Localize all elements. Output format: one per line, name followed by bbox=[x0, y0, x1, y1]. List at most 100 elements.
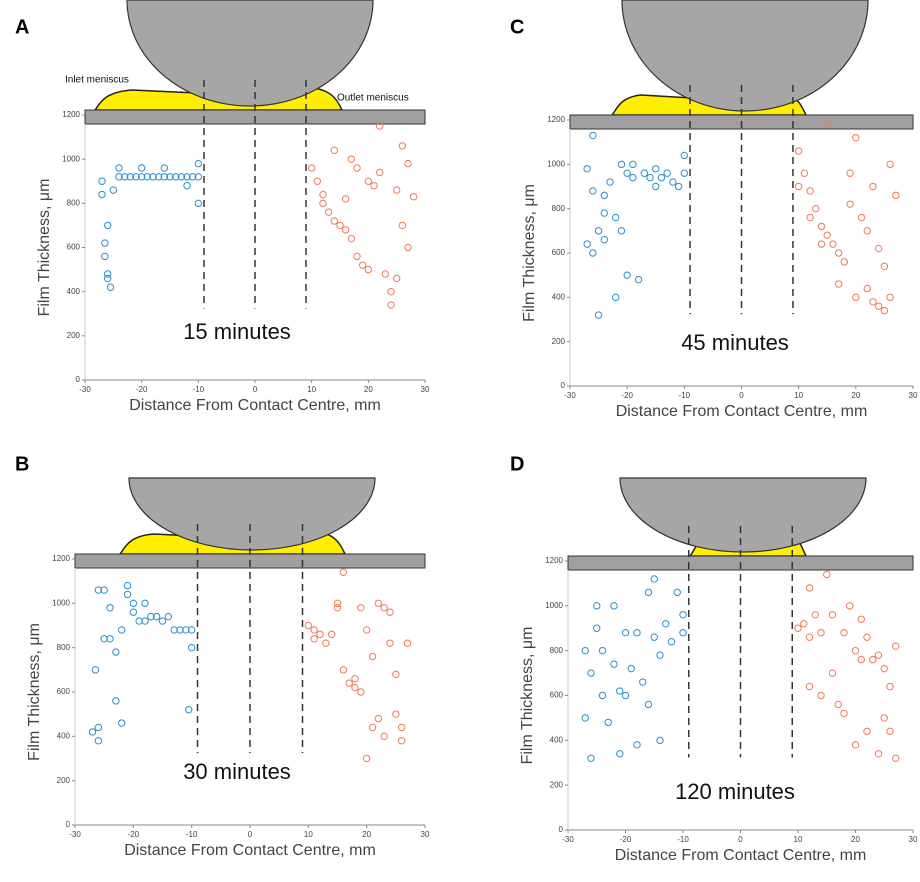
point bbox=[351, 683, 359, 692]
point bbox=[112, 648, 120, 656]
y-tick-label: 1200 bbox=[545, 556, 563, 565]
y-tick-label: 0 bbox=[559, 825, 564, 834]
x-tick-label: 20 bbox=[364, 385, 373, 394]
point bbox=[589, 131, 597, 140]
point bbox=[109, 186, 118, 194]
point bbox=[652, 182, 660, 191]
x-tick-label: 20 bbox=[851, 835, 860, 844]
point bbox=[364, 177, 373, 185]
point bbox=[322, 639, 330, 647]
meniscus-label: Inlet meniscus bbox=[65, 75, 129, 86]
point bbox=[115, 173, 123, 181]
point bbox=[600, 236, 608, 244]
point bbox=[800, 620, 808, 628]
point bbox=[149, 173, 157, 181]
point bbox=[857, 615, 865, 623]
point bbox=[164, 612, 173, 621]
point bbox=[604, 718, 612, 727]
annotation: 30 minutes bbox=[183, 759, 291, 784]
point bbox=[166, 173, 174, 181]
point bbox=[680, 151, 689, 160]
point bbox=[644, 588, 653, 597]
point bbox=[330, 146, 339, 155]
point bbox=[892, 642, 900, 650]
point bbox=[141, 599, 149, 608]
y-tick-label: 1200 bbox=[52, 554, 70, 563]
point bbox=[94, 723, 103, 732]
panel-label: B bbox=[15, 453, 29, 475]
point bbox=[646, 173, 654, 182]
point bbox=[126, 173, 135, 181]
point bbox=[892, 191, 900, 200]
point bbox=[313, 177, 322, 185]
point bbox=[339, 666, 348, 674]
point bbox=[606, 178, 614, 186]
panel-label: C bbox=[510, 16, 524, 38]
y-tick-label: 400 bbox=[57, 731, 71, 740]
point bbox=[846, 602, 854, 610]
x-axis-label: Distance From Contact Centre, mm bbox=[615, 847, 867, 864]
point bbox=[610, 602, 618, 610]
point bbox=[629, 160, 637, 169]
y-axis-label: Film Thickness, μm bbox=[36, 179, 53, 317]
point bbox=[857, 213, 866, 222]
y-tick-label: 800 bbox=[550, 646, 564, 655]
panel-label: A bbox=[15, 16, 29, 38]
x-tick-label: 0 bbox=[248, 830, 253, 839]
point bbox=[834, 700, 842, 709]
point bbox=[353, 252, 361, 261]
point bbox=[194, 173, 203, 181]
point bbox=[182, 626, 190, 634]
point bbox=[132, 173, 140, 181]
x-tick-label: 10 bbox=[794, 391, 803, 400]
point bbox=[840, 709, 848, 718]
point bbox=[656, 736, 664, 745]
point bbox=[397, 737, 406, 745]
point bbox=[652, 165, 660, 173]
point bbox=[375, 168, 384, 177]
point bbox=[341, 195, 350, 203]
ball bbox=[621, 0, 869, 112]
point bbox=[874, 651, 883, 659]
annotation: 120 minutes bbox=[675, 779, 795, 804]
point bbox=[610, 660, 618, 668]
x-tick-label: 10 bbox=[307, 385, 316, 394]
point bbox=[806, 187, 814, 195]
point bbox=[357, 688, 365, 696]
point bbox=[392, 670, 400, 678]
point bbox=[404, 159, 412, 168]
y-tick-label: 0 bbox=[76, 375, 81, 384]
point bbox=[581, 714, 589, 722]
point bbox=[834, 249, 843, 257]
point bbox=[669, 178, 677, 186]
panel: D -30 -20 -10 0 10 20 30 0 200 400 600 800 1000 1200 12… bbox=[510, 453, 918, 864]
point bbox=[117, 719, 126, 727]
point bbox=[310, 626, 318, 634]
point bbox=[307, 164, 316, 172]
point bbox=[137, 164, 146, 172]
point bbox=[358, 261, 367, 269]
point bbox=[374, 714, 383, 723]
point bbox=[857, 655, 865, 664]
x-tick-label: 10 bbox=[304, 830, 313, 839]
x-tick-label: -20 bbox=[621, 391, 633, 400]
point bbox=[137, 173, 146, 181]
y-tick-label: 0 bbox=[66, 820, 71, 829]
point bbox=[115, 164, 123, 172]
point bbox=[398, 142, 407, 150]
x-tick-label: 0 bbox=[739, 391, 744, 400]
point bbox=[112, 697, 120, 705]
point bbox=[863, 284, 871, 293]
point bbox=[336, 221, 344, 230]
point bbox=[805, 682, 814, 691]
x-tick-label: 30 bbox=[421, 830, 430, 839]
point bbox=[347, 155, 356, 163]
point bbox=[679, 611, 687, 619]
meniscus-label: Outlet meniscus bbox=[337, 93, 409, 104]
point bbox=[98, 177, 106, 185]
y-axis-label: Film Thickness, μm bbox=[26, 623, 43, 761]
y-tick-label: 1000 bbox=[547, 159, 565, 168]
point bbox=[380, 732, 388, 741]
point bbox=[141, 617, 149, 625]
